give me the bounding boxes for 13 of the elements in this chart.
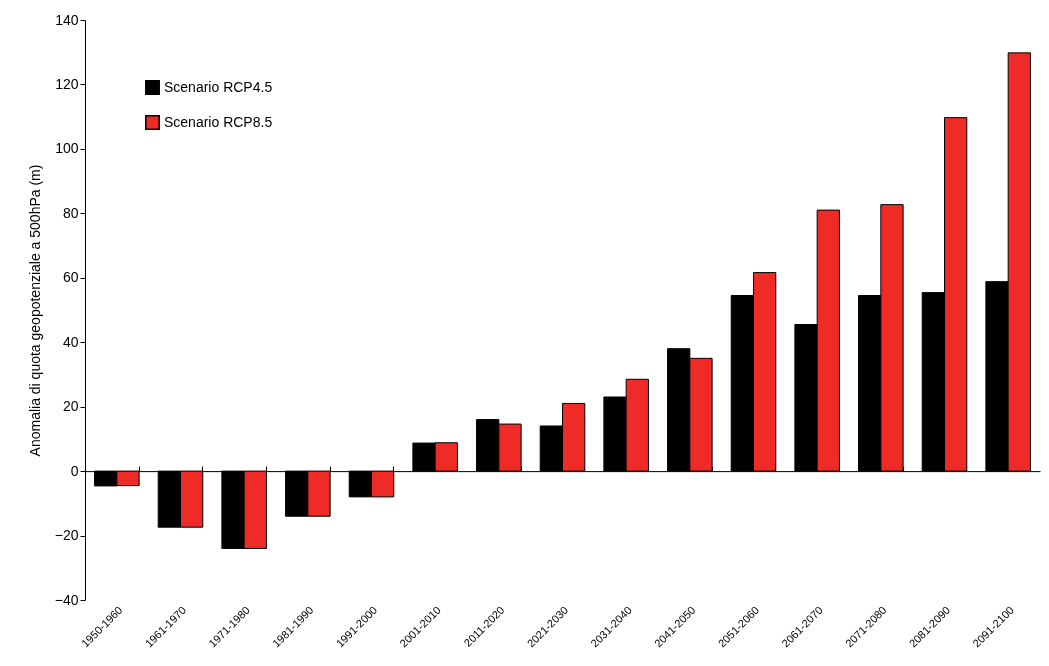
y-tick-label: 0 (70, 462, 79, 479)
y-tick-label: 60 (62, 269, 79, 286)
y-tick-label: −40 (54, 591, 79, 608)
y-tick-label: 80 (62, 204, 79, 221)
y-tick-label: 120 (55, 75, 79, 92)
y-tick-label: 140 (55, 11, 79, 28)
legend-label: Scenario RCP4.5 (164, 78, 273, 95)
y-tick-label: −20 (54, 527, 79, 544)
y-tick-label: 100 (55, 140, 79, 157)
y-tick-label: 40 (62, 333, 79, 350)
y-tick-label: 20 (62, 398, 79, 415)
legend-label: Scenario RCP8.5 (164, 113, 273, 130)
y-axis-title: Anomalia di quota geopotenziale a 500hPa (m) (26, 164, 43, 457)
